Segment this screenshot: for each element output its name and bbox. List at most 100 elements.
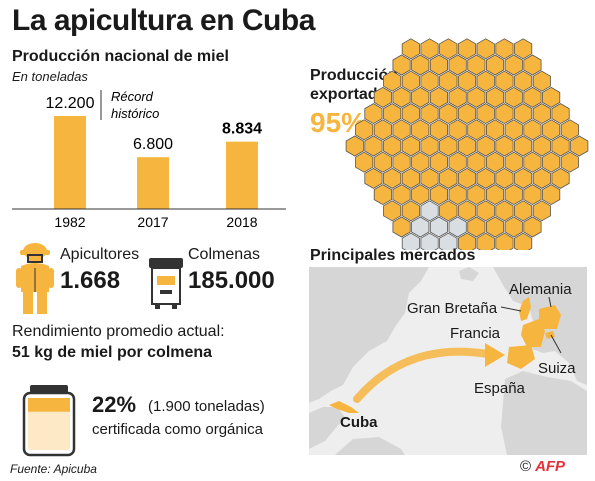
hex-cell-exported xyxy=(542,151,561,173)
map-label-suiza: Suiza xyxy=(538,360,576,377)
hex-cell-exported xyxy=(514,200,533,222)
hex-cell-exported xyxy=(439,70,458,92)
afp-credit: © AFP xyxy=(520,458,565,475)
hex-cell-exported xyxy=(485,216,505,238)
hex-cell-exported xyxy=(495,38,514,60)
hex-cell-exported xyxy=(514,232,533,250)
hex-cell-exported xyxy=(439,38,458,60)
hex-cell-exported xyxy=(504,216,523,238)
map-central-america xyxy=(309,407,345,449)
hex-cell-not-exported xyxy=(420,200,439,222)
hex-cell-exported xyxy=(392,54,411,76)
hex-cell-exported xyxy=(514,135,533,157)
hex-cell-exported xyxy=(523,119,542,141)
hex-cell-not-exported xyxy=(411,216,430,238)
hex-cell-exported xyxy=(523,54,542,76)
hex-cell-not-exported xyxy=(439,232,458,250)
bar-value-label-2017: 6.800 xyxy=(133,136,173,153)
hex-cell-exported xyxy=(523,151,542,173)
infographic-title: La apicultura en Cuba xyxy=(12,4,315,37)
production-bar-chart: Récord histórico 12.200 1982 6.800 2017 8.83… xyxy=(12,89,286,230)
hex-cell-exported xyxy=(495,232,514,250)
hex-cell-exported xyxy=(420,70,439,92)
hex-cell-exported xyxy=(532,135,551,157)
hex-cell-exported xyxy=(401,103,420,125)
switzerland-leader-line xyxy=(550,334,562,354)
hex-cell-exported xyxy=(392,184,411,206)
map-greenland-tip xyxy=(459,267,479,281)
hex-cell-exported xyxy=(514,38,533,60)
hex-cell-exported xyxy=(504,54,523,76)
map-uk xyxy=(519,297,531,321)
hex-cell-exported xyxy=(448,151,467,173)
hex-cell-exported xyxy=(401,200,420,222)
hex-cell-exported xyxy=(485,151,505,173)
hex-cell-exported xyxy=(429,86,449,108)
hex-cell-exported xyxy=(467,184,486,206)
hex-cell-exported xyxy=(476,167,495,189)
x-tick-label-2018: 2018 xyxy=(226,214,257,230)
hex-cell-exported xyxy=(355,119,374,141)
hex-cell-exported xyxy=(429,54,449,76)
beekeepers-value: 1.668 xyxy=(60,267,121,294)
hex-cell-exported xyxy=(467,86,486,108)
hex-cell-exported xyxy=(439,200,458,222)
hex-cell-exported xyxy=(485,184,505,206)
hex-cell-exported xyxy=(383,103,402,125)
organic-tons: (1.900 toneladas) xyxy=(148,398,265,415)
export-title-line1: Producción xyxy=(310,67,399,84)
hex-cell-exported xyxy=(411,86,430,108)
export-honeycomb xyxy=(345,38,589,250)
hex-cell-exported xyxy=(383,70,402,92)
map-south-america xyxy=(335,437,405,455)
hex-cell-exported xyxy=(345,135,364,157)
map-north-america xyxy=(309,267,429,403)
hex-cell-exported xyxy=(364,167,383,189)
hex-cell-exported xyxy=(457,103,477,125)
source-note: Fuente: Apicuba xyxy=(10,462,97,476)
hex-cell-exported xyxy=(495,103,514,125)
hex-cell-exported xyxy=(551,135,570,157)
hex-cell-exported xyxy=(401,167,420,189)
hex-cell-exported xyxy=(476,70,495,92)
hex-cell-exported xyxy=(476,38,495,60)
hex-cell-exported xyxy=(401,135,420,157)
hex-cell-exported xyxy=(457,38,477,60)
hex-cell-exported xyxy=(476,135,495,157)
hex-cell-exported xyxy=(373,119,392,141)
hex-cell-exported xyxy=(532,70,551,92)
hex-cell-exported xyxy=(514,70,533,92)
hex-cell-exported xyxy=(448,119,467,141)
hex-cell-exported xyxy=(364,135,383,157)
hex-cell-exported xyxy=(495,200,514,222)
hex-cell-exported xyxy=(467,119,486,141)
map-label-francia: Francia xyxy=(450,325,501,342)
hex-cell-exported xyxy=(411,119,430,141)
hex-cell-exported xyxy=(429,119,449,141)
bar-value-label-2018: 8.834 xyxy=(222,121,262,138)
hex-cell-exported xyxy=(467,216,486,238)
x-tick-label-2017: 2017 xyxy=(137,214,168,230)
hex-cell-exported xyxy=(457,70,477,92)
hex-cell-exported xyxy=(476,200,495,222)
hex-cell-exported xyxy=(448,54,467,76)
hex-cell-exported xyxy=(383,167,402,189)
hex-cell-exported xyxy=(411,54,430,76)
export-route-arrow xyxy=(353,347,497,403)
hex-cell-exported xyxy=(383,135,402,157)
hex-cell-exported xyxy=(467,151,486,173)
germany-leader-line xyxy=(548,296,552,308)
hex-cell-not-exported xyxy=(401,232,420,250)
hex-cell-exported xyxy=(364,103,383,125)
bar-1982 xyxy=(54,116,86,209)
export-title-line2: exportada xyxy=(310,86,387,103)
hex-cell-exported xyxy=(523,184,542,206)
record-annotation-line2: histórico xyxy=(111,106,159,121)
yield-label: Rendimiento promedio actual: xyxy=(12,323,225,340)
hex-cell-exported xyxy=(560,151,579,173)
hex-cell-exported xyxy=(504,119,523,141)
copyright-symbol: © xyxy=(520,458,532,475)
hives-label: Colmenas xyxy=(188,246,261,263)
yield-value: 51 kg de miel por colmena xyxy=(12,344,213,361)
hex-cell-exported xyxy=(476,103,495,125)
